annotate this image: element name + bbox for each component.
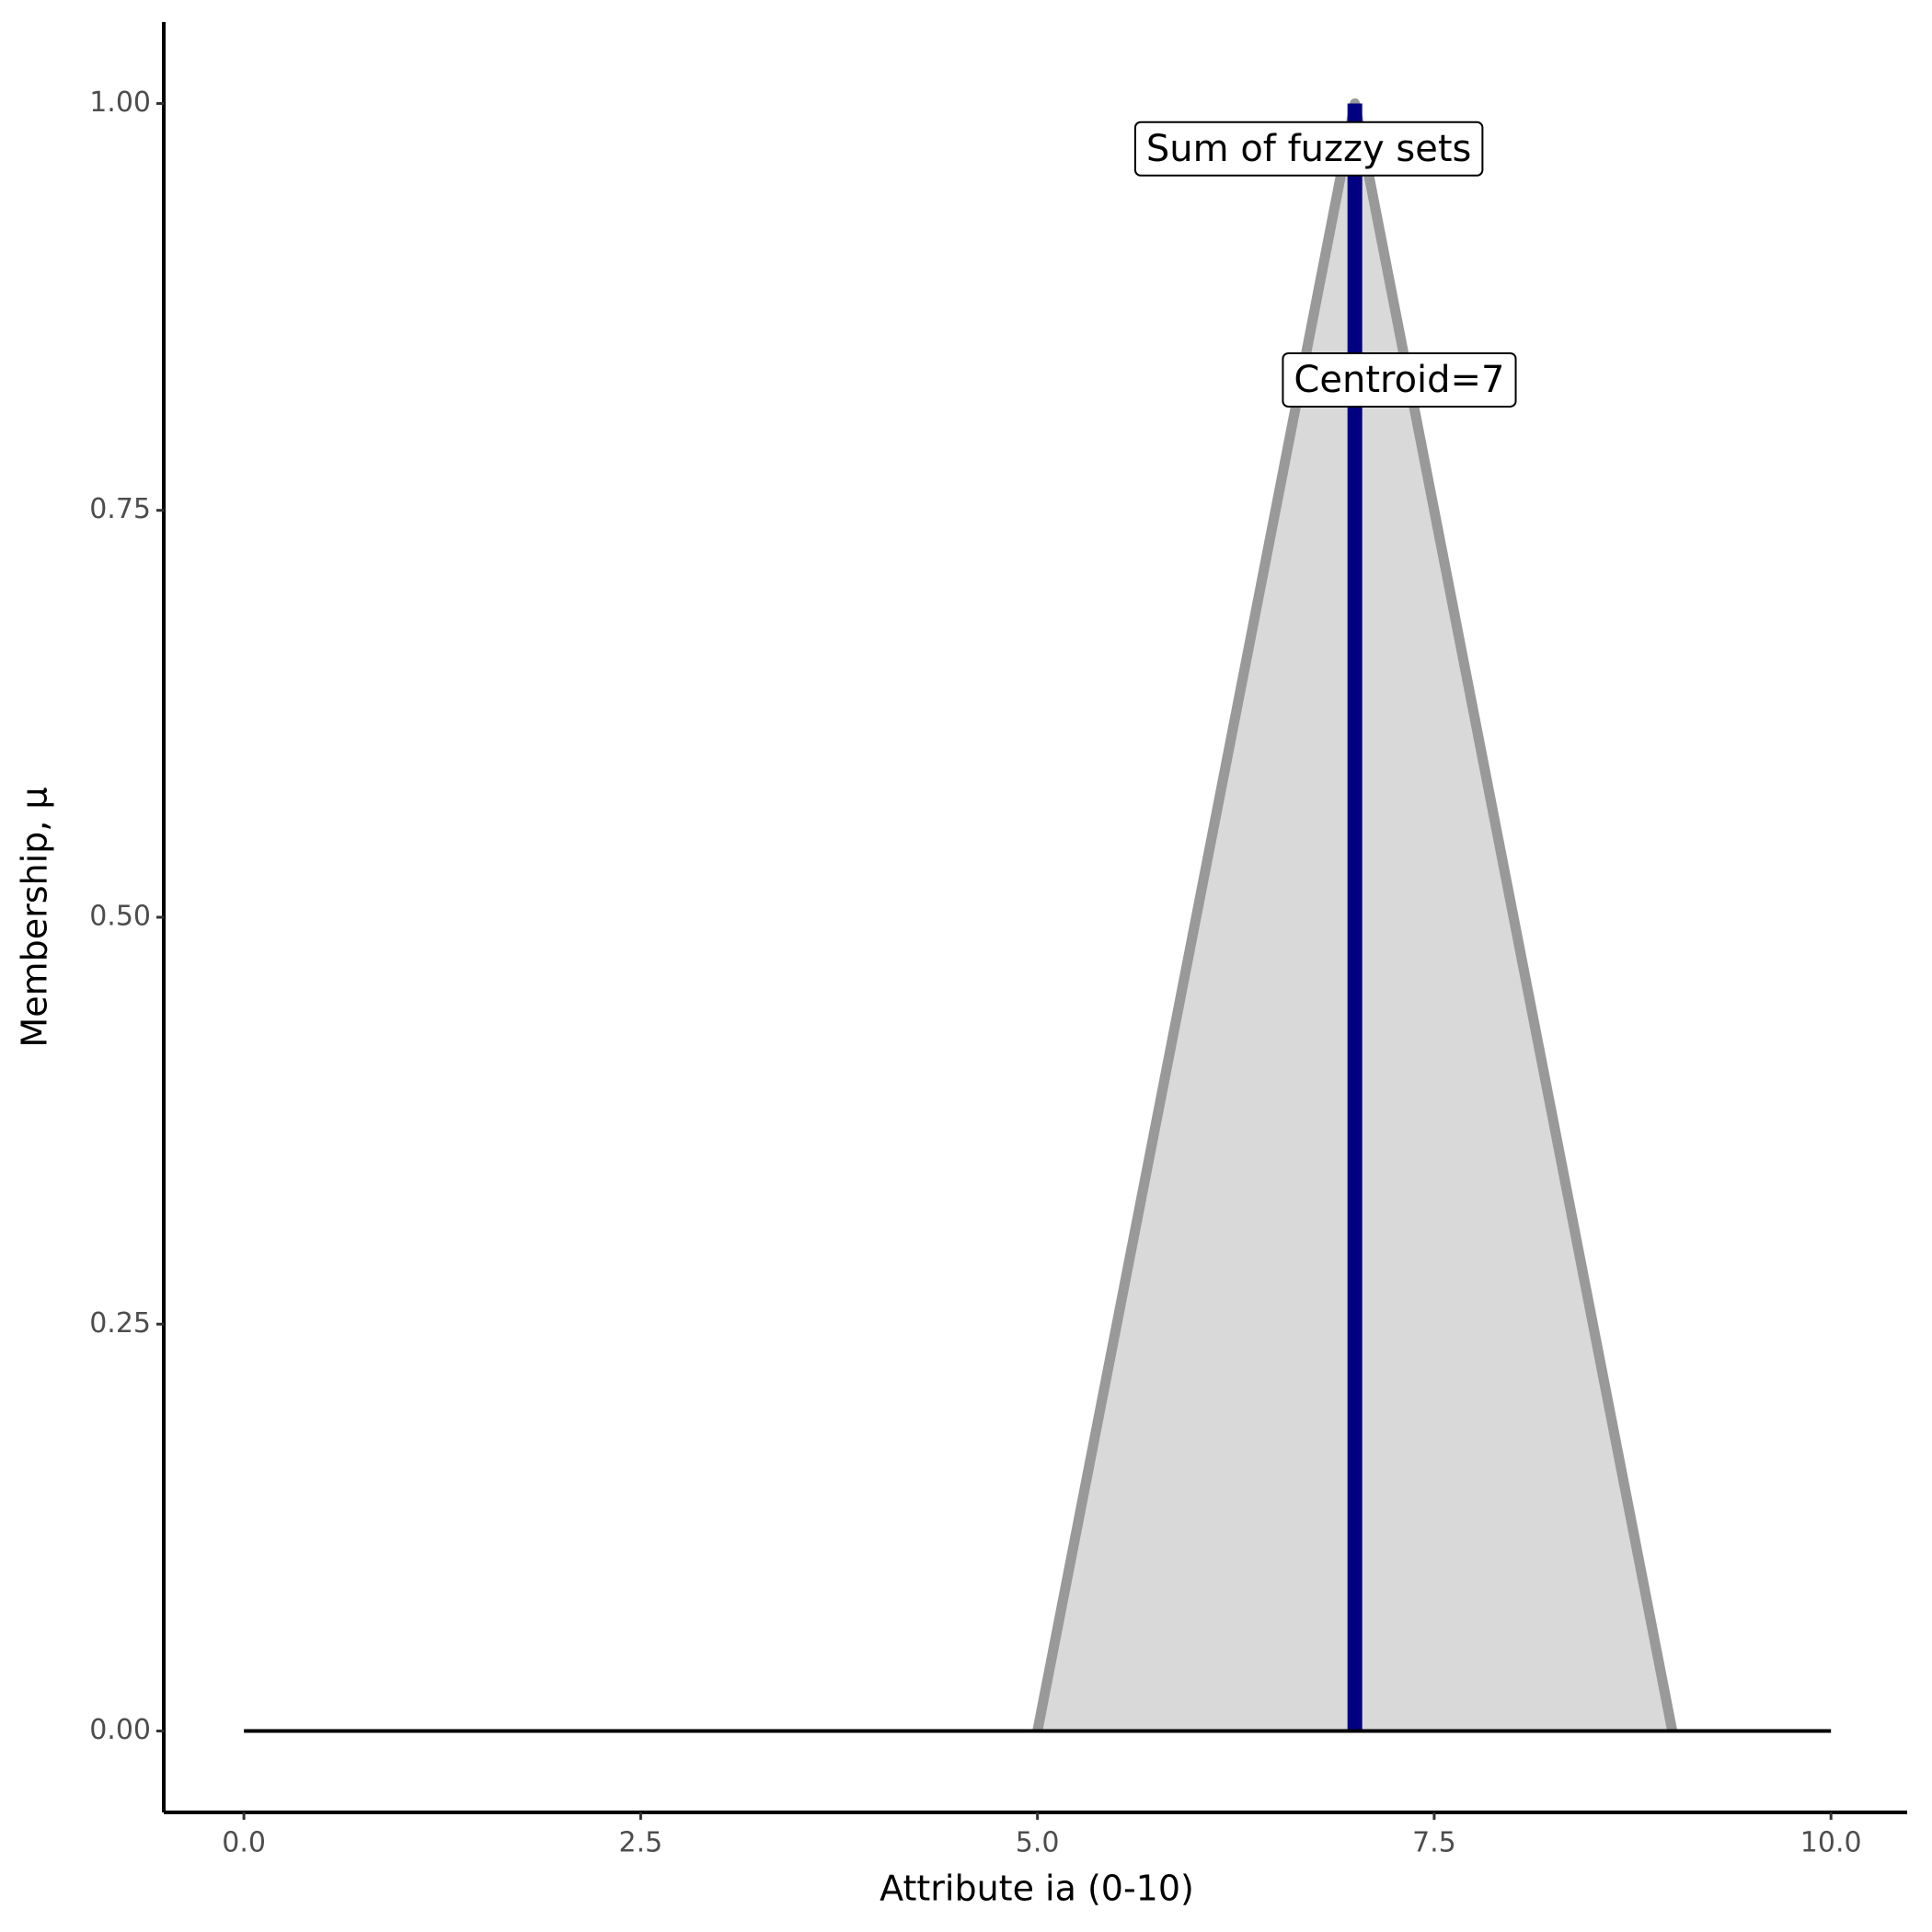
annotation-text: Centroid=7 [1294,359,1504,401]
annotation-box [1282,351,1517,408]
x-tick-label: 7.5 [1412,1827,1456,1859]
x-tick-label: 0.0 [222,1827,266,1859]
x-tick-label: 2.5 [619,1827,663,1859]
y-tick-label: 0.00 [89,1714,151,1746]
annotation-text: Sum of fuzzy sets [1146,128,1471,170]
y-tick-label: 1.00 [89,86,151,119]
y-tick-label: 0.25 [89,1307,151,1340]
y-tick-label: 0.50 [89,901,151,933]
x-tick-label: 10.0 [1800,1827,1862,1859]
annotation: Sum of fuzzy sets [1133,121,1484,177]
annotation-box [1133,121,1484,177]
x-tick-label: 5.0 [1016,1827,1060,1859]
y-tick-label: 0.75 [89,493,151,525]
annotation: Centroid=7 [1282,351,1517,408]
x-axis-title: Attribute ia (0-10) [880,1869,1194,1909]
y-axis-title: Membership, μ [15,787,55,1047]
